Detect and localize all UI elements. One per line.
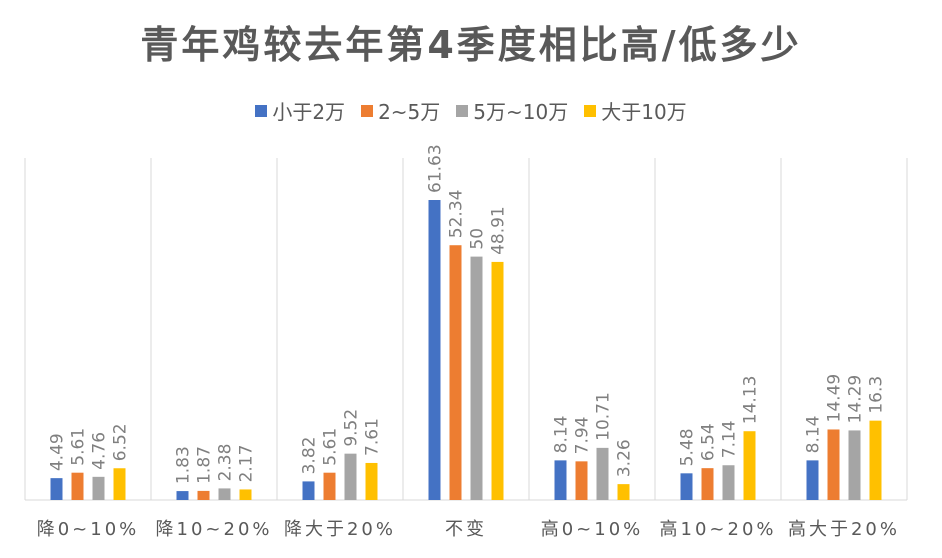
- bar: [470, 256, 483, 500]
- bar: [176, 491, 189, 500]
- data-label: 2.38: [216, 444, 236, 482]
- bar: [554, 460, 567, 500]
- bar: [848, 430, 861, 500]
- data-label: 2.17: [237, 445, 257, 483]
- legend-swatch: [584, 104, 597, 117]
- data-label: 4.49: [48, 433, 68, 471]
- x-tick-label: 降0~10%: [37, 519, 140, 540]
- data-label: 9.52: [342, 409, 362, 447]
- data-label: 6.52: [111, 423, 131, 461]
- data-label: 5.61: [69, 428, 89, 466]
- x-tick-label: 降大于20%: [284, 519, 396, 540]
- bar: [71, 472, 84, 500]
- data-label: 6.54: [699, 423, 719, 461]
- bar: [302, 481, 315, 500]
- data-label: 16.3: [867, 376, 887, 414]
- legend-swatch: [361, 104, 374, 117]
- data-label: 14.29: [846, 375, 866, 424]
- legend-label: 5万~10万: [473, 100, 569, 124]
- bar: [218, 488, 231, 500]
- legend-label: 小于2万: [272, 100, 346, 124]
- bar: [92, 476, 105, 500]
- data-label: 14.49: [825, 374, 845, 423]
- bar: [323, 472, 336, 500]
- data-label: 8.14: [552, 416, 572, 454]
- bar: [239, 489, 252, 500]
- data-label: 52.34: [447, 190, 467, 239]
- bar: [449, 245, 462, 500]
- bar: [596, 447, 609, 500]
- data-label: 7.61: [363, 418, 383, 456]
- data-label: 8.14: [804, 416, 824, 454]
- data-label: 14.13: [741, 376, 761, 425]
- legend-swatch: [456, 104, 469, 117]
- data-label: 7.94: [573, 416, 593, 454]
- data-label: 48.91: [489, 206, 509, 255]
- legend-label: 2~5万: [378, 100, 441, 124]
- x-tick-label: 高0~10%: [541, 519, 644, 540]
- legend-item: 大于10万: [584, 96, 687, 125]
- legend-swatch: [255, 104, 268, 117]
- bar: [827, 429, 840, 500]
- legend-label: 大于10万: [601, 100, 687, 124]
- x-tick-label: 高10~20%: [660, 519, 777, 540]
- bar: [617, 484, 630, 500]
- data-label: 3.26: [615, 439, 635, 477]
- bar: [428, 200, 441, 500]
- data-label: 5.61: [321, 428, 341, 466]
- bar: [365, 462, 378, 500]
- bar: [806, 460, 819, 500]
- bar: [113, 468, 126, 500]
- data-label: 50: [468, 228, 488, 250]
- bar: [491, 261, 504, 500]
- bar: [575, 461, 588, 500]
- bar: [722, 465, 735, 500]
- data-label: 1.83: [174, 446, 194, 484]
- x-tick-label: 不变: [445, 519, 487, 540]
- legend-item: 小于2万: [255, 96, 345, 125]
- legend: 小于2万 2~5万 5万~10万 大于10万: [0, 96, 942, 125]
- bar: [680, 473, 693, 500]
- bar: [50, 478, 63, 500]
- x-tick-label: 高大于20%: [788, 519, 900, 540]
- x-tick-label: 降10~20%: [156, 519, 273, 540]
- bar: [701, 468, 714, 500]
- data-label: 3.82: [300, 437, 320, 475]
- bar: [869, 420, 882, 500]
- legend-item: 5万~10万: [456, 96, 568, 125]
- data-label: 5.48: [678, 428, 698, 466]
- data-label: 7.14: [720, 420, 740, 458]
- bar: [344, 453, 357, 500]
- data-label: 61.63: [426, 144, 446, 193]
- bar: [743, 431, 756, 500]
- data-label: 10.71: [594, 392, 614, 441]
- chart-title: 青年鸡较去年第4季度相比高/低多少: [140, 23, 802, 67]
- legend-item: 2~5万: [361, 96, 440, 125]
- data-label: 4.76: [90, 432, 110, 470]
- bar: [197, 490, 210, 500]
- data-label: 1.87: [195, 446, 215, 484]
